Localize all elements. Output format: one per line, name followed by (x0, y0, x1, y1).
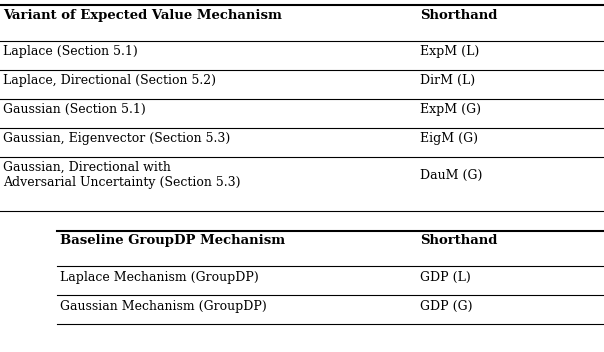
Text: Gaussian, Directional with
Adversarial Uncertainty (Section 5.3): Gaussian, Directional with Adversarial U… (3, 161, 240, 189)
Text: Gaussian, Eigenvector (Section 5.3): Gaussian, Eigenvector (Section 5.3) (3, 132, 230, 145)
Text: ExpM (G): ExpM (G) (420, 103, 481, 116)
Text: ExpM (L): ExpM (L) (420, 45, 479, 58)
Text: GDP (G): GDP (G) (420, 300, 472, 313)
Text: Baseline GroupDP Mechanism: Baseline GroupDP Mechanism (60, 234, 286, 247)
Text: Laplace Mechanism (GroupDP): Laplace Mechanism (GroupDP) (60, 271, 259, 284)
Text: Laplace, Directional (Section 5.2): Laplace, Directional (Section 5.2) (3, 74, 216, 87)
Text: Laplace (Section 5.1): Laplace (Section 5.1) (3, 45, 138, 58)
Text: GDP (L): GDP (L) (420, 271, 471, 284)
Text: Gaussian (Section 5.1): Gaussian (Section 5.1) (3, 103, 146, 116)
Text: Gaussian Mechanism (GroupDP): Gaussian Mechanism (GroupDP) (60, 300, 267, 313)
Text: DirM (L): DirM (L) (420, 74, 475, 87)
Text: EigM (G): EigM (G) (420, 132, 478, 145)
Text: Shorthand: Shorthand (420, 234, 497, 247)
Text: Shorthand: Shorthand (420, 9, 497, 22)
Text: DauM (G): DauM (G) (420, 169, 482, 182)
Text: Variant of Expected Value Mechanism: Variant of Expected Value Mechanism (3, 9, 282, 22)
